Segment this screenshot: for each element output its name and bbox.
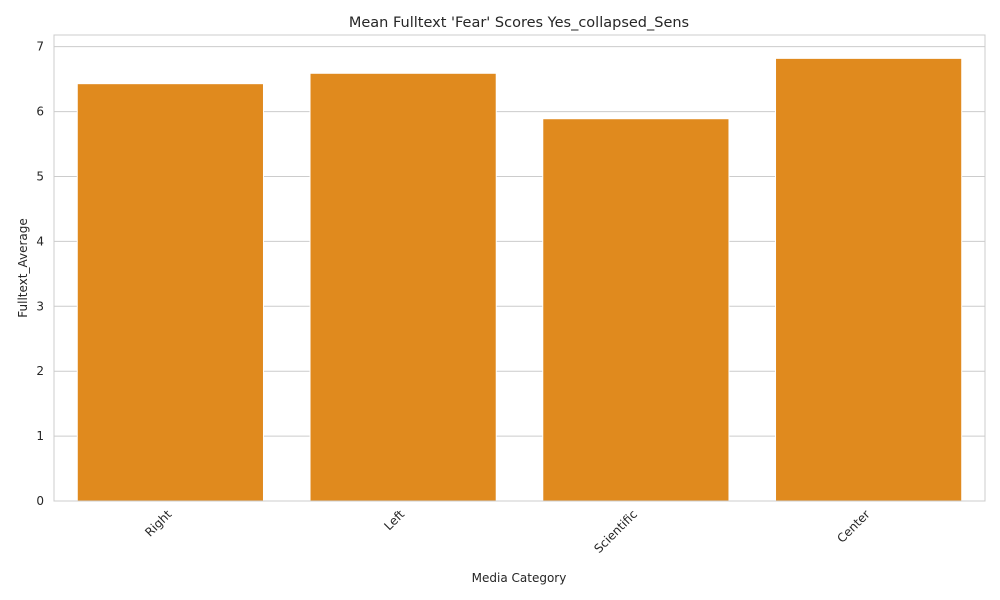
y-tick-label: 6: [36, 105, 44, 119]
y-tick-label: 4: [36, 234, 44, 248]
y-tick-label: 1: [36, 429, 44, 443]
bar-left: [309, 72, 497, 502]
plot-frame: [53, 34, 986, 502]
y-tick-label: 0: [36, 494, 44, 508]
x-axis-label: Media Category: [472, 571, 567, 585]
bar-center: [775, 57, 963, 502]
chart-title: Mean Fulltext 'Fear' Scores Yes_collapse…: [349, 15, 689, 31]
y-tick-label: 5: [36, 169, 44, 183]
y-axis-label: Fulltext_Average: [16, 218, 30, 317]
bar-right: [76, 83, 264, 502]
y-tick-label: 7: [36, 40, 44, 54]
y-tick-label: 2: [36, 364, 44, 378]
y-tick-label: 3: [36, 299, 44, 313]
bars: [76, 57, 963, 502]
bar-scientific: [542, 118, 730, 502]
y-tick-labels: 0 1 2 3 4 5 6 7: [36, 40, 44, 508]
